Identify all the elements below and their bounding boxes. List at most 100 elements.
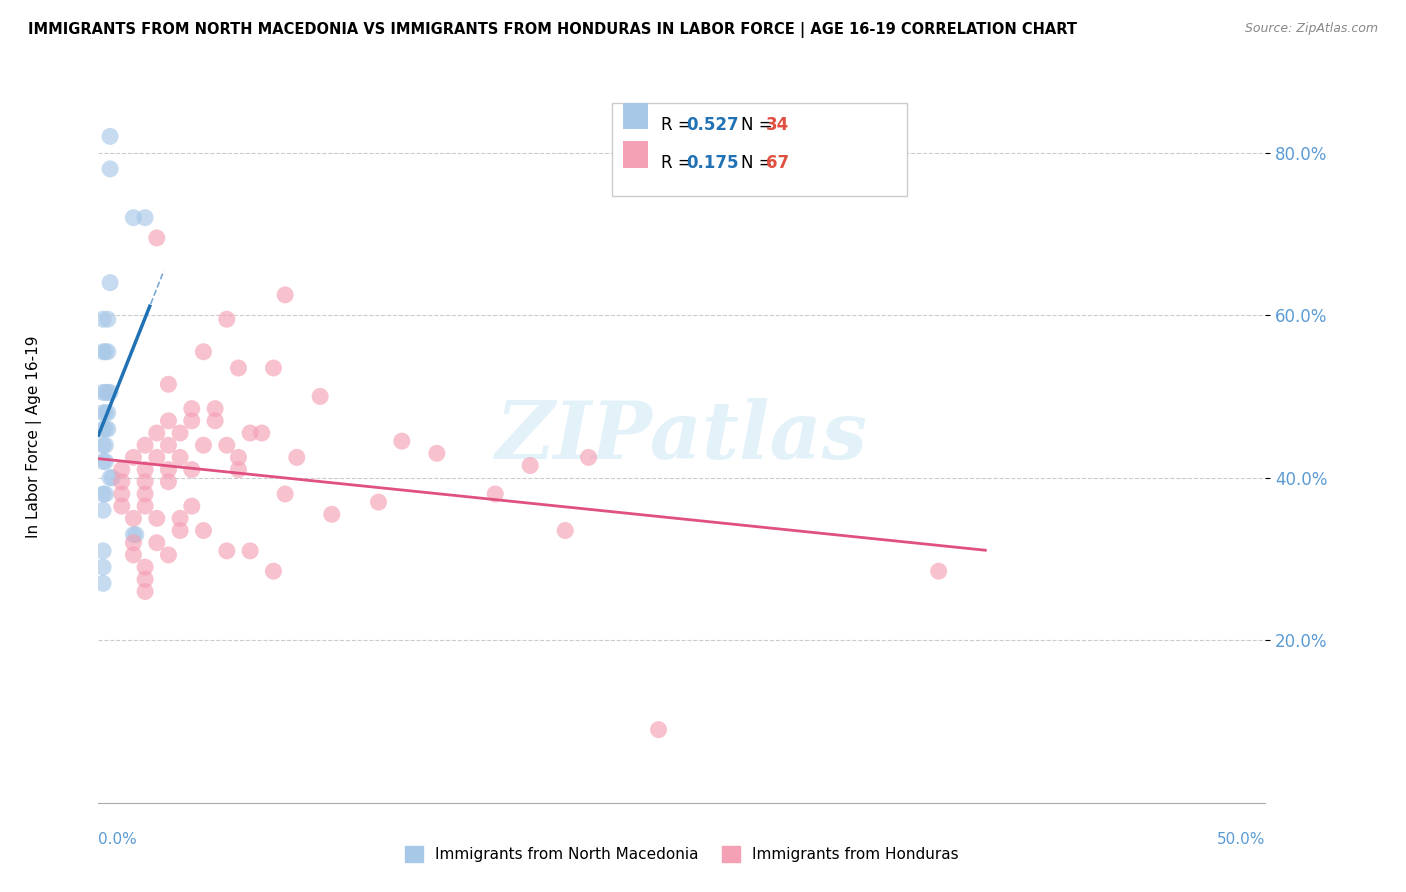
Point xyxy=(122,527,145,541)
Point xyxy=(228,450,250,465)
Point xyxy=(91,560,114,574)
Point xyxy=(146,511,169,525)
Text: 0.175: 0.175 xyxy=(686,154,738,172)
Point xyxy=(180,414,202,428)
Point xyxy=(122,511,145,525)
Point xyxy=(91,406,114,420)
Point xyxy=(97,406,120,420)
Point xyxy=(239,425,262,440)
Point xyxy=(169,524,191,538)
Point xyxy=(215,544,238,558)
Point xyxy=(193,438,215,452)
Point xyxy=(274,487,297,501)
Point xyxy=(111,487,134,501)
Point xyxy=(215,438,238,452)
Point xyxy=(228,361,250,376)
Point xyxy=(111,475,134,489)
Point xyxy=(97,312,120,326)
Point xyxy=(157,377,180,392)
Point xyxy=(111,462,134,476)
Text: R =: R = xyxy=(661,154,697,172)
Point xyxy=(146,425,169,440)
Point xyxy=(122,548,145,562)
Text: 34: 34 xyxy=(766,116,790,134)
Point xyxy=(157,462,180,476)
Point xyxy=(134,572,156,586)
Point xyxy=(262,564,284,578)
Point xyxy=(169,511,191,525)
Point xyxy=(157,438,180,452)
Point xyxy=(146,231,169,245)
Text: 67: 67 xyxy=(766,154,789,172)
Point xyxy=(228,462,250,476)
Point xyxy=(98,276,121,290)
Point xyxy=(204,401,226,416)
Point xyxy=(97,344,120,359)
Point xyxy=(91,544,114,558)
Text: N =: N = xyxy=(741,154,778,172)
Point xyxy=(94,422,117,436)
Text: N =: N = xyxy=(741,116,778,134)
Point xyxy=(484,487,506,501)
Point xyxy=(215,312,238,326)
Point xyxy=(134,438,156,452)
Point xyxy=(94,385,117,400)
Point xyxy=(98,385,121,400)
Point xyxy=(928,564,950,578)
Point xyxy=(193,344,215,359)
Point xyxy=(97,385,120,400)
Text: 0.0%: 0.0% xyxy=(98,832,138,847)
Point xyxy=(647,723,669,737)
Point xyxy=(91,344,114,359)
Point xyxy=(578,450,600,465)
Point xyxy=(321,508,343,522)
Point xyxy=(122,211,145,225)
Point xyxy=(91,503,114,517)
Text: 0.527: 0.527 xyxy=(686,116,738,134)
Point xyxy=(157,414,180,428)
Point xyxy=(134,475,156,489)
Point xyxy=(101,471,124,485)
Point xyxy=(285,450,308,465)
Point xyxy=(91,454,114,468)
Point xyxy=(98,471,121,485)
Point xyxy=(134,499,156,513)
Point xyxy=(157,475,180,489)
Text: IMMIGRANTS FROM NORTH MACEDONIA VS IMMIGRANTS FROM HONDURAS IN LABOR FORCE | AGE: IMMIGRANTS FROM NORTH MACEDONIA VS IMMIG… xyxy=(28,22,1077,38)
Point xyxy=(134,211,156,225)
Point xyxy=(519,458,541,473)
Text: Source: ZipAtlas.com: Source: ZipAtlas.com xyxy=(1244,22,1378,36)
Point xyxy=(111,499,134,513)
Point xyxy=(367,495,389,509)
Point xyxy=(169,425,191,440)
Point xyxy=(134,462,156,476)
Point xyxy=(91,422,114,436)
Point xyxy=(134,560,156,574)
Point xyxy=(125,527,148,541)
Text: R =: R = xyxy=(661,116,697,134)
Point xyxy=(554,524,576,538)
Point xyxy=(391,434,413,449)
Point xyxy=(193,524,215,538)
Point xyxy=(94,487,117,501)
Point xyxy=(94,454,117,468)
Point xyxy=(91,385,114,400)
Point xyxy=(239,544,262,558)
Point xyxy=(169,450,191,465)
Point xyxy=(180,401,202,416)
Text: 50.0%: 50.0% xyxy=(1218,832,1265,847)
Point xyxy=(180,499,202,513)
Text: ZIPatlas: ZIPatlas xyxy=(496,399,868,475)
Point xyxy=(91,487,114,501)
Point xyxy=(157,548,180,562)
Point xyxy=(274,288,297,302)
Point xyxy=(98,129,121,144)
Point xyxy=(91,576,114,591)
Point xyxy=(146,450,169,465)
Point xyxy=(122,450,145,465)
Point xyxy=(98,161,121,176)
Point xyxy=(97,422,120,436)
Point xyxy=(134,487,156,501)
Point xyxy=(94,438,117,452)
Point xyxy=(146,535,169,549)
